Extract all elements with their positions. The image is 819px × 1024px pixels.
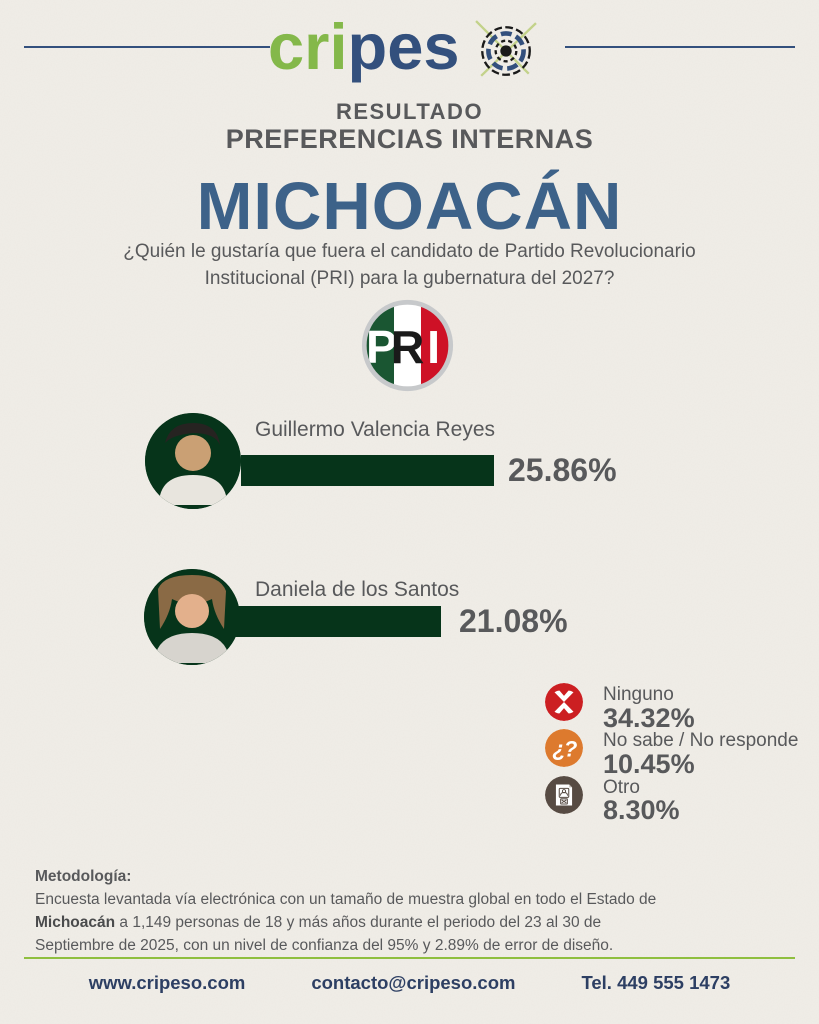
svg-text:I: I [427,321,440,373]
svg-text:¿?: ¿? [553,737,577,762]
svg-text:R: R [391,321,425,373]
